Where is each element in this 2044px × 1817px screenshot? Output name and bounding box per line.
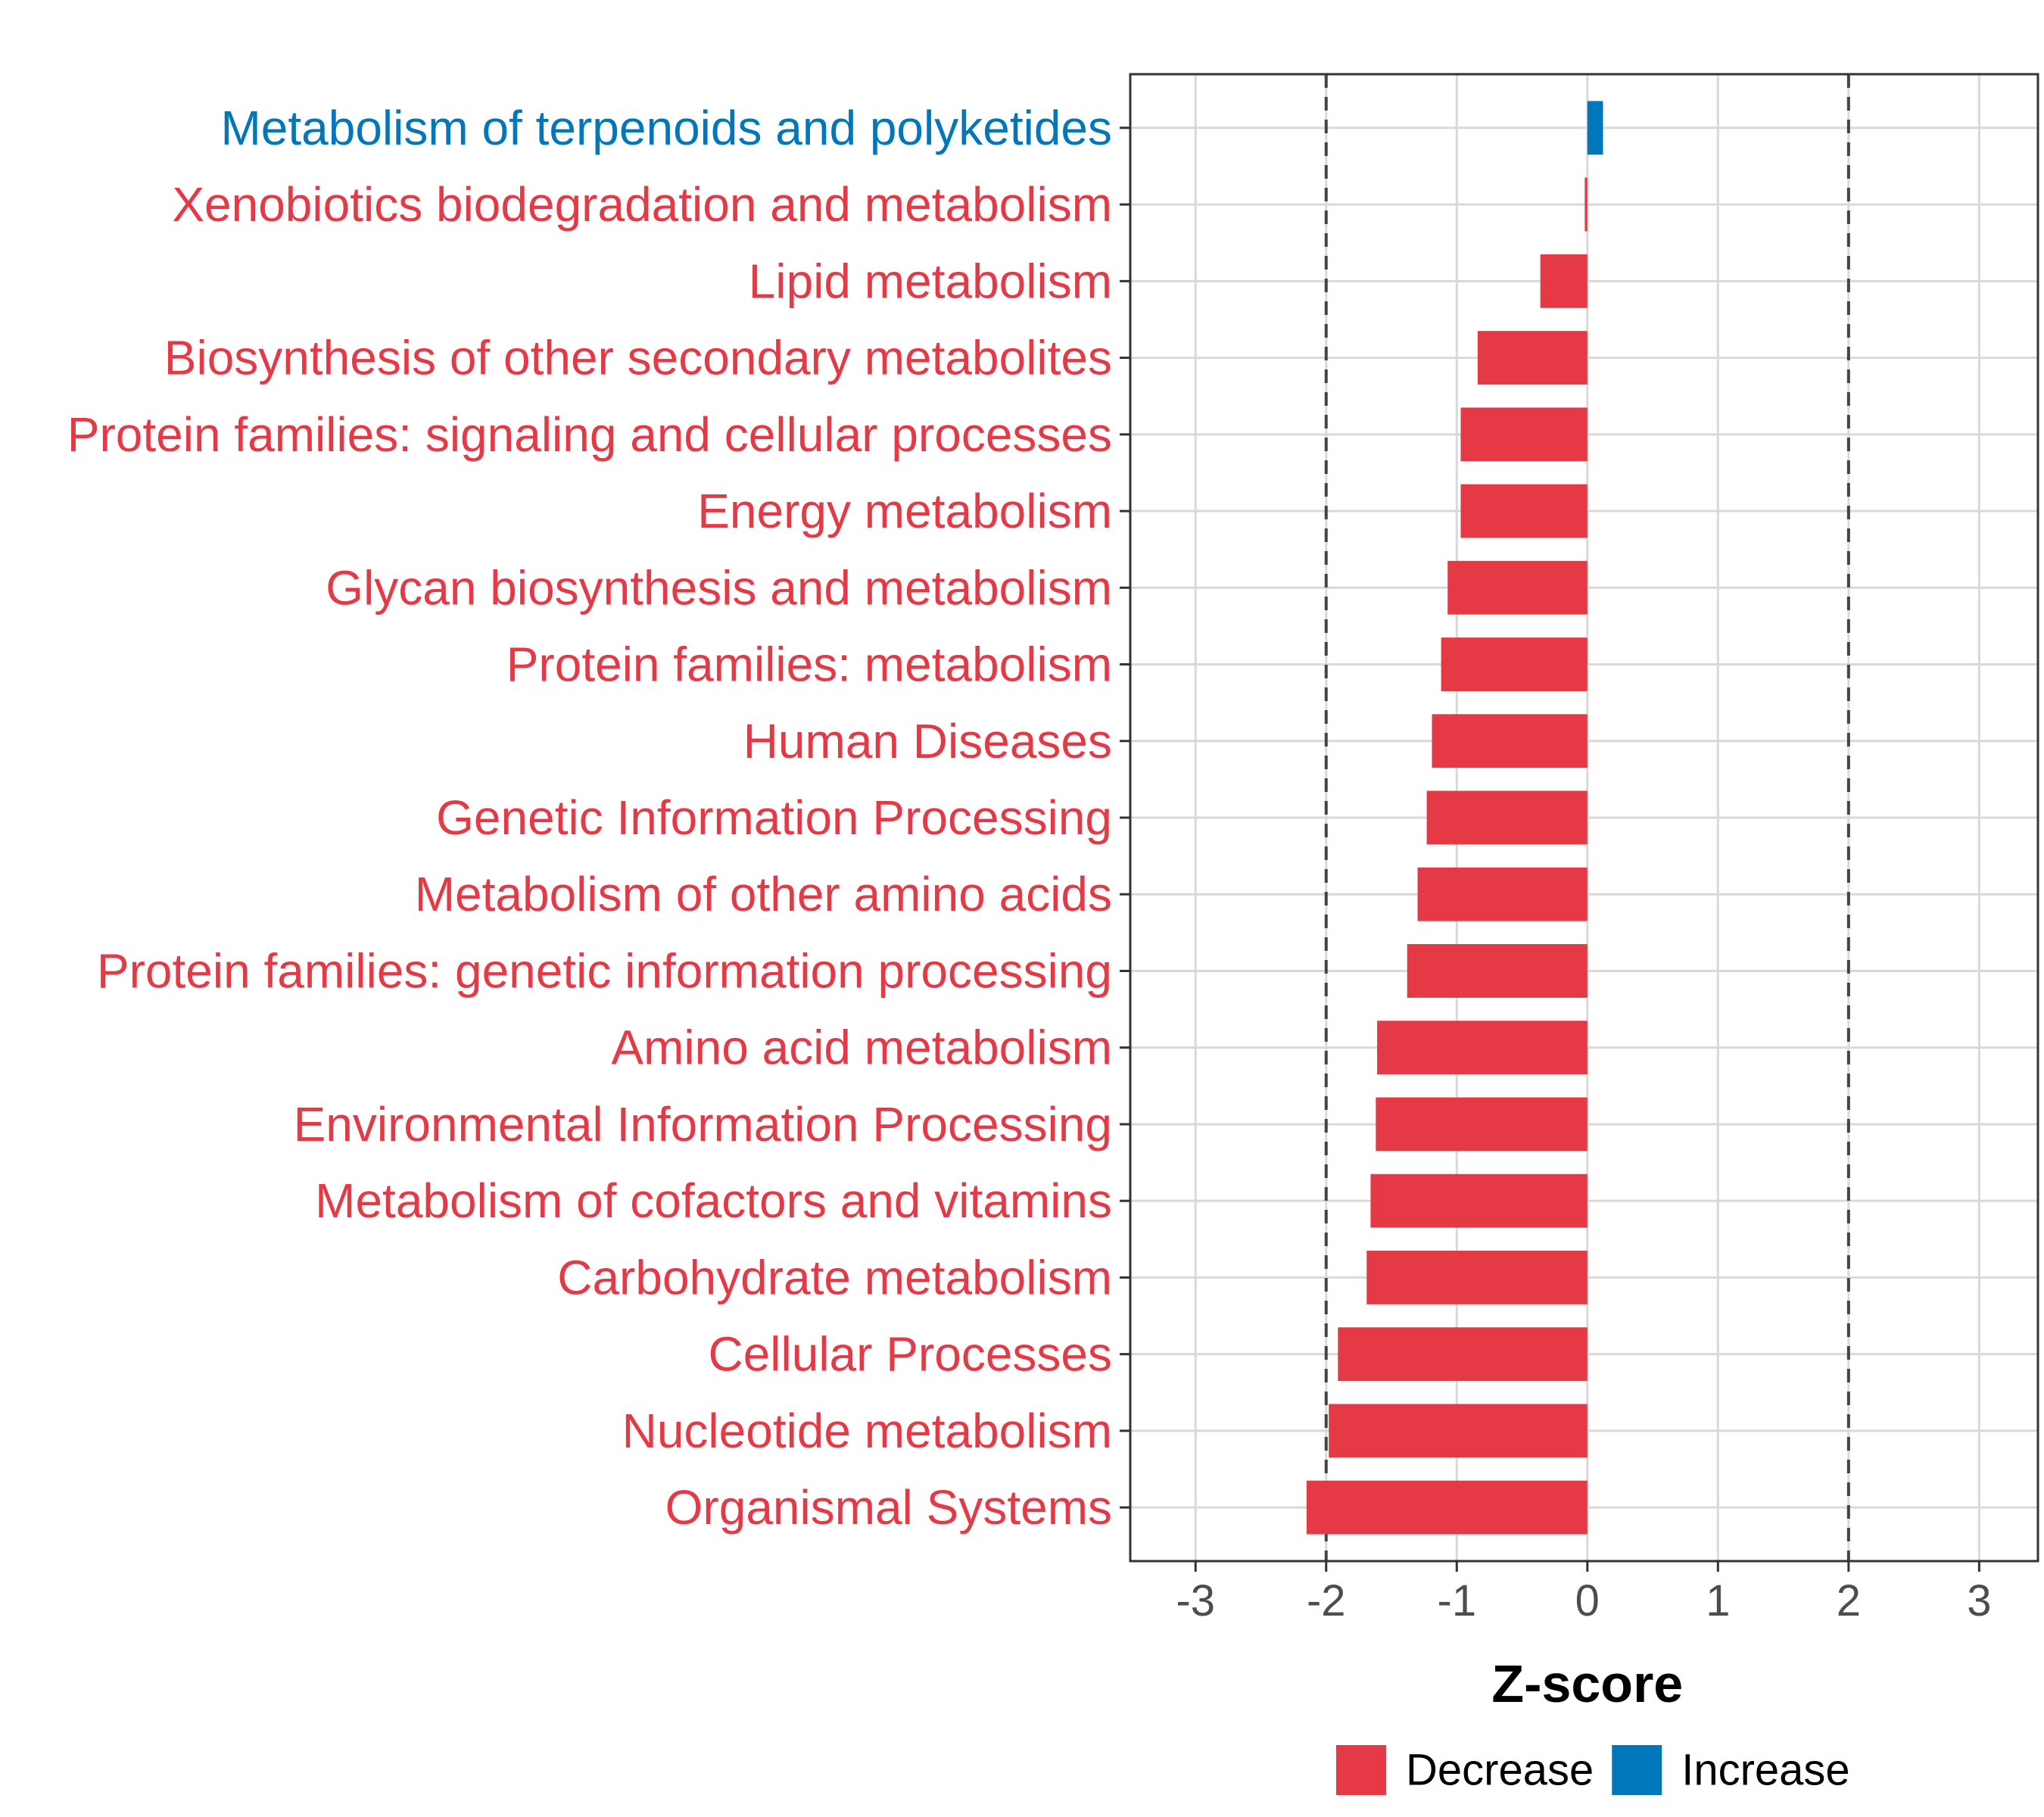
bar-xenobiotics-biodegradation-and-metabolism bbox=[1584, 177, 1588, 232]
bars bbox=[1306, 101, 1603, 1535]
category-label-glycan-biosynthesis-and-metabolism: Glycan biosynthesis and metabolism bbox=[326, 560, 1112, 615]
legend-swatch-decrease bbox=[1336, 1745, 1386, 1795]
category-label-carbohydrate-metabolism: Carbohydrate metabolism bbox=[557, 1250, 1112, 1304]
category-label-metabolism-of-terpenoids-and-polyketides: Metabolism of terpenoids and polyketides bbox=[220, 101, 1112, 155]
category-label-protein-families-signaling-and-cellular-processes: Protein families: signaling and cellular… bbox=[67, 407, 1112, 462]
category-label-metabolism-of-other-amino-acids: Metabolism of other amino acids bbox=[415, 867, 1112, 921]
legend-label-decrease: Decrease bbox=[1406, 1746, 1594, 1795]
category-label-energy-metabolism: Energy metabolism bbox=[697, 484, 1112, 538]
x-tick-label-1: 1 bbox=[1706, 1576, 1730, 1625]
category-label-environmental-information-processing: Environmental Information Processing bbox=[294, 1097, 1112, 1152]
x-tick-label-1: -1 bbox=[1438, 1576, 1477, 1625]
category-label-metabolism-of-cofactors-and-vitamins: Metabolism of cofactors and vitamins bbox=[315, 1173, 1112, 1228]
y-axis-ticks bbox=[1120, 126, 1130, 1509]
bar-metabolism-of-cofactors-and-vitamins bbox=[1370, 1173, 1588, 1228]
legend-swatch-increase bbox=[1612, 1745, 1662, 1795]
x-tick-label-2: 2 bbox=[1837, 1576, 1861, 1625]
category-label-amino-acid-metabolism: Amino acid metabolism bbox=[611, 1021, 1112, 1075]
bar-cellular-processes bbox=[1338, 1327, 1588, 1382]
category-label-protein-families-metabolism: Protein families: metabolism bbox=[506, 637, 1112, 692]
category-label-biosynthesis-of-other-secondary-metabolites: Biosynthesis of other secondary metaboli… bbox=[164, 331, 1112, 385]
bar-protein-families-metabolism bbox=[1441, 637, 1588, 691]
bar-nucleotide-metabolism bbox=[1329, 1404, 1588, 1458]
category-label-lipid-metabolism: Lipid metabolism bbox=[749, 254, 1112, 308]
bar-biosynthesis-of-other-secondary-metabolites bbox=[1477, 331, 1588, 385]
bar-carbohydrate-metabolism bbox=[1366, 1250, 1588, 1304]
x-axis-labels: -3 -2 -1 0 1 2 3 bbox=[1176, 1576, 1991, 1625]
bar-metabolism-of-terpenoids-and-polyketides bbox=[1587, 101, 1603, 155]
bar-human-diseases bbox=[1432, 714, 1588, 768]
category-label-xenobiotics-biodegradation-and-metabolism: Xenobiotics biodegradation and metabolis… bbox=[172, 177, 1112, 232]
category-label-nucleotide-metabolism: Nucleotide metabolism bbox=[622, 1404, 1112, 1458]
category-label-cellular-processes: Cellular Processes bbox=[708, 1327, 1112, 1382]
legend: Decrease Increase bbox=[1336, 1745, 1850, 1795]
bar-amino-acid-metabolism bbox=[1377, 1021, 1588, 1075]
bar-energy-metabolism bbox=[1460, 484, 1588, 538]
x-tick-label-3: -3 bbox=[1176, 1576, 1215, 1625]
bar-protein-families-genetic-information-processing bbox=[1407, 944, 1588, 998]
x-tick-label-2: -2 bbox=[1307, 1576, 1346, 1625]
bar-protein-families-signaling-and-cellular-processes bbox=[1460, 407, 1588, 462]
category-label-organismal-systems: Organismal Systems bbox=[665, 1480, 1112, 1535]
bar-metabolism-of-other-amino-acids bbox=[1417, 867, 1588, 921]
y-axis-labels: Metabolism of terpenoids and polyketides… bbox=[67, 101, 1112, 1535]
x-tick-label-0: 0 bbox=[1575, 1576, 1600, 1625]
reference-lines bbox=[1324, 74, 1850, 1561]
x-tick-label-3: 3 bbox=[1967, 1576, 1991, 1625]
x-axis-ticks bbox=[1194, 1561, 1980, 1572]
bar-lipid-metabolism bbox=[1540, 254, 1588, 308]
legend-label-increase: Increase bbox=[1681, 1746, 1849, 1795]
category-label-human-diseases: Human Diseases bbox=[743, 714, 1112, 768]
bar-glycan-biosynthesis-and-metabolism bbox=[1447, 560, 1588, 615]
category-label-genetic-information-processing: Genetic Information Processing bbox=[436, 790, 1112, 845]
category-label-protein-families-genetic-information-processing: Protein families: genetic information pr… bbox=[97, 943, 1112, 998]
bar-organismal-systems bbox=[1306, 1480, 1588, 1535]
bar-environmental-information-processing bbox=[1376, 1097, 1588, 1152]
bar-genetic-information-processing bbox=[1426, 790, 1588, 845]
x-axis-title: Z-score bbox=[1491, 1654, 1683, 1713]
